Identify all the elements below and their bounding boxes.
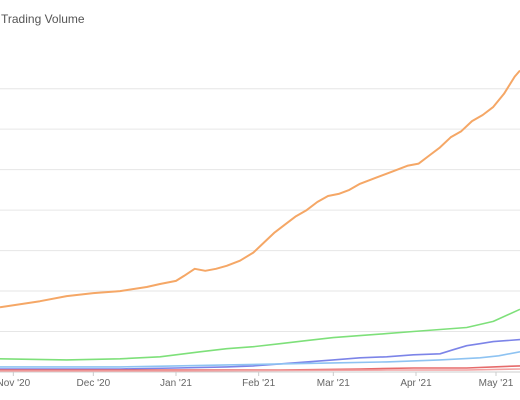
series-line-2	[0, 338, 520, 370]
series-line-0	[0, 69, 520, 309]
series-line-5	[0, 368, 520, 372]
x-tick-label-2: Jan '21	[160, 378, 192, 389]
series-lines	[0, 69, 520, 372]
x-tick-label-6: May '21	[479, 378, 514, 389]
x-tick-label-1: Dec '20	[77, 378, 111, 389]
gridlines	[0, 88, 520, 373]
series-line-1	[0, 308, 520, 361]
series-line-3	[0, 351, 520, 368]
chart-title: Trading Volume	[1, 12, 85, 26]
x-tick-label-0: Nov '20	[0, 378, 31, 389]
series-line-4	[0, 365, 520, 371]
x-tick-label-4: Mar '21	[317, 378, 350, 389]
x-tick-label-5: Apr '21	[400, 378, 432, 389]
x-tick-label-3: Feb '21	[242, 378, 275, 389]
x-axis-ticks: Nov '20 Dec '20 Jan '21 Feb '21 Mar '21 Apr '…	[0, 372, 514, 389]
